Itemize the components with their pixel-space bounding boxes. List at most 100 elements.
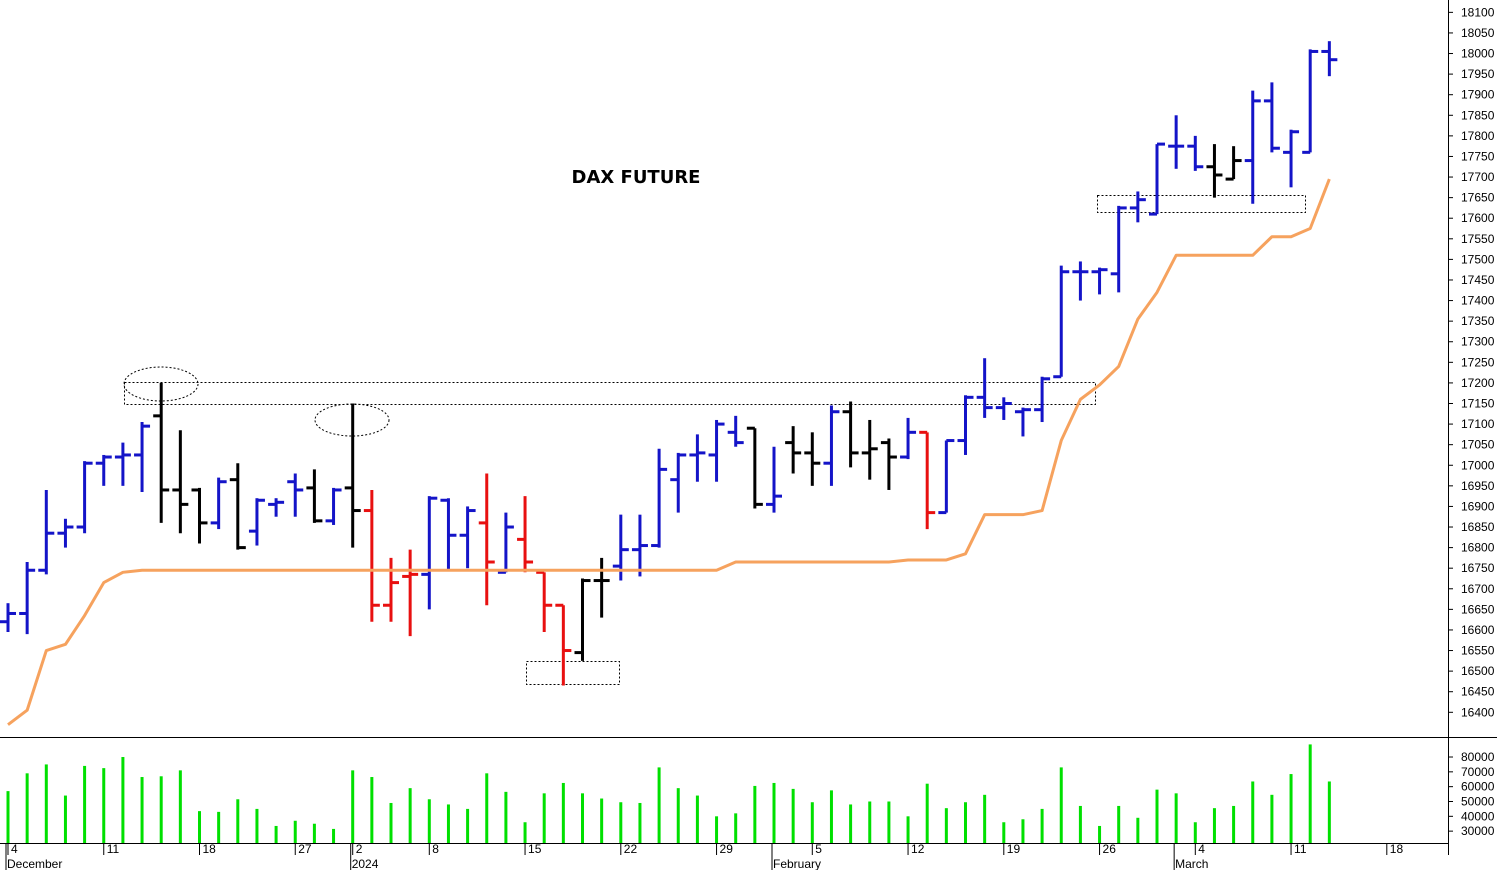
annotation-box bbox=[526, 661, 620, 685]
x-tick-label: 26 bbox=[1103, 842, 1117, 856]
volume-bar bbox=[83, 765, 87, 843]
volume-bar bbox=[255, 808, 259, 843]
volume-bar bbox=[715, 816, 719, 843]
volume-bar bbox=[638, 802, 642, 843]
y-tick-label: 16650 bbox=[1461, 602, 1495, 616]
x-tick-label: 4 bbox=[11, 842, 18, 856]
stop-line bbox=[7, 178, 1331, 726]
y-tick-label: 17850 bbox=[1461, 108, 1495, 122]
volume-bar bbox=[542, 793, 546, 843]
volume-bar bbox=[332, 828, 336, 843]
volume-bar bbox=[389, 802, 393, 843]
y-tick-label: 17400 bbox=[1461, 294, 1495, 308]
y-tick-label: 18000 bbox=[1461, 47, 1495, 61]
volume-bar bbox=[581, 793, 584, 843]
y-tick-label: 17450 bbox=[1461, 273, 1495, 287]
y-tick-label: 16750 bbox=[1461, 561, 1495, 575]
x-tick-label: 18 bbox=[203, 842, 217, 856]
volume-bar bbox=[427, 799, 431, 843]
volume-bar bbox=[1308, 744, 1312, 843]
volume-bar bbox=[178, 770, 182, 843]
volume-bar bbox=[1251, 781, 1255, 843]
volume-bar bbox=[1040, 808, 1044, 843]
x-tick-label: 11 bbox=[1294, 842, 1307, 856]
volume-bar bbox=[849, 804, 853, 843]
volume-bar bbox=[102, 768, 106, 843]
y-tick-label: 17100 bbox=[1461, 417, 1495, 431]
volume-bar bbox=[1078, 805, 1082, 843]
y-tick-label: 40000 bbox=[1461, 809, 1495, 823]
x-tick-label: 8 bbox=[432, 842, 439, 856]
y-tick-label: 17700 bbox=[1461, 170, 1495, 184]
volume-bar bbox=[1174, 793, 1178, 843]
volume-bar bbox=[236, 799, 240, 843]
y-tick-label: 18100 bbox=[1461, 5, 1495, 19]
y-tick-label: 17950 bbox=[1461, 67, 1495, 81]
volume-bar bbox=[619, 802, 623, 843]
y-tick-label: 16800 bbox=[1461, 541, 1495, 555]
y-tick-label: 80000 bbox=[1461, 750, 1495, 764]
y-tick-label: 16950 bbox=[1461, 479, 1495, 493]
x-tick-label: 27 bbox=[298, 842, 312, 856]
volume-bar bbox=[734, 813, 738, 843]
x-tick-label: 29 bbox=[720, 842, 734, 856]
volume-bar bbox=[1327, 781, 1331, 843]
volume-bar bbox=[1098, 825, 1102, 843]
y-tick-label: 16550 bbox=[1461, 644, 1495, 658]
volume-bar bbox=[1193, 822, 1197, 843]
volume-bar bbox=[791, 788, 795, 843]
y-tick-label: 17900 bbox=[1461, 88, 1495, 102]
volume-bar bbox=[1212, 808, 1216, 843]
volume-bar bbox=[983, 794, 987, 843]
volume-bar bbox=[274, 825, 278, 843]
y-tick-label: 17600 bbox=[1461, 211, 1495, 225]
volume-bar bbox=[1002, 822, 1006, 843]
y-tick-label: 16400 bbox=[1461, 705, 1495, 719]
x-tick-label: 12 bbox=[911, 842, 925, 856]
y-tick-label: 17500 bbox=[1461, 252, 1495, 266]
volume-bar bbox=[887, 801, 891, 843]
volume-bar bbox=[810, 802, 814, 843]
volume-bar bbox=[964, 802, 967, 843]
x-tick-label: 5 bbox=[815, 842, 822, 856]
annotation-box bbox=[124, 382, 1096, 405]
x-tick-label: 22 bbox=[624, 842, 638, 856]
y-tick-label: 50000 bbox=[1461, 794, 1495, 808]
volume-bar bbox=[561, 782, 565, 843]
volume-bar bbox=[1270, 794, 1274, 843]
volume-bar bbox=[906, 816, 910, 843]
volume-bar bbox=[772, 782, 776, 843]
volume-bar bbox=[504, 791, 508, 843]
volume-bar bbox=[63, 795, 67, 843]
volume-bar bbox=[312, 823, 316, 843]
month-label: 2024 bbox=[352, 857, 379, 870]
month-label: February bbox=[773, 857, 821, 870]
y-tick-label: 18050 bbox=[1461, 26, 1495, 40]
volume-bar bbox=[370, 777, 374, 843]
volume-bar bbox=[753, 785, 757, 843]
volume-bar bbox=[408, 788, 412, 843]
volume-bar bbox=[446, 804, 450, 843]
month-label: December bbox=[7, 857, 62, 870]
y-tick-label: 60000 bbox=[1461, 780, 1495, 794]
x-tick-label: 15 bbox=[528, 842, 542, 856]
y-tick-label: 16900 bbox=[1461, 499, 1495, 513]
volume-bar bbox=[6, 791, 10, 843]
y-tick-label: 16500 bbox=[1461, 664, 1495, 678]
x-tick-label: 19 bbox=[1007, 842, 1021, 856]
y-tick-label: 17000 bbox=[1461, 458, 1495, 472]
volume-bar bbox=[217, 811, 221, 843]
annotation-ellipse bbox=[123, 366, 199, 402]
volume-bar bbox=[523, 822, 527, 843]
month-label: March bbox=[1175, 857, 1208, 870]
volume-bar bbox=[159, 776, 163, 843]
y-tick-label: 17750 bbox=[1461, 149, 1495, 163]
y-tick-label: 17150 bbox=[1461, 396, 1495, 410]
volume-bar bbox=[676, 788, 680, 843]
y-tick-label: 17250 bbox=[1461, 355, 1495, 369]
volume-bar bbox=[1289, 774, 1293, 843]
annotation-box bbox=[1097, 195, 1306, 213]
volume-bar bbox=[121, 757, 125, 843]
volume-bar bbox=[1117, 805, 1121, 843]
